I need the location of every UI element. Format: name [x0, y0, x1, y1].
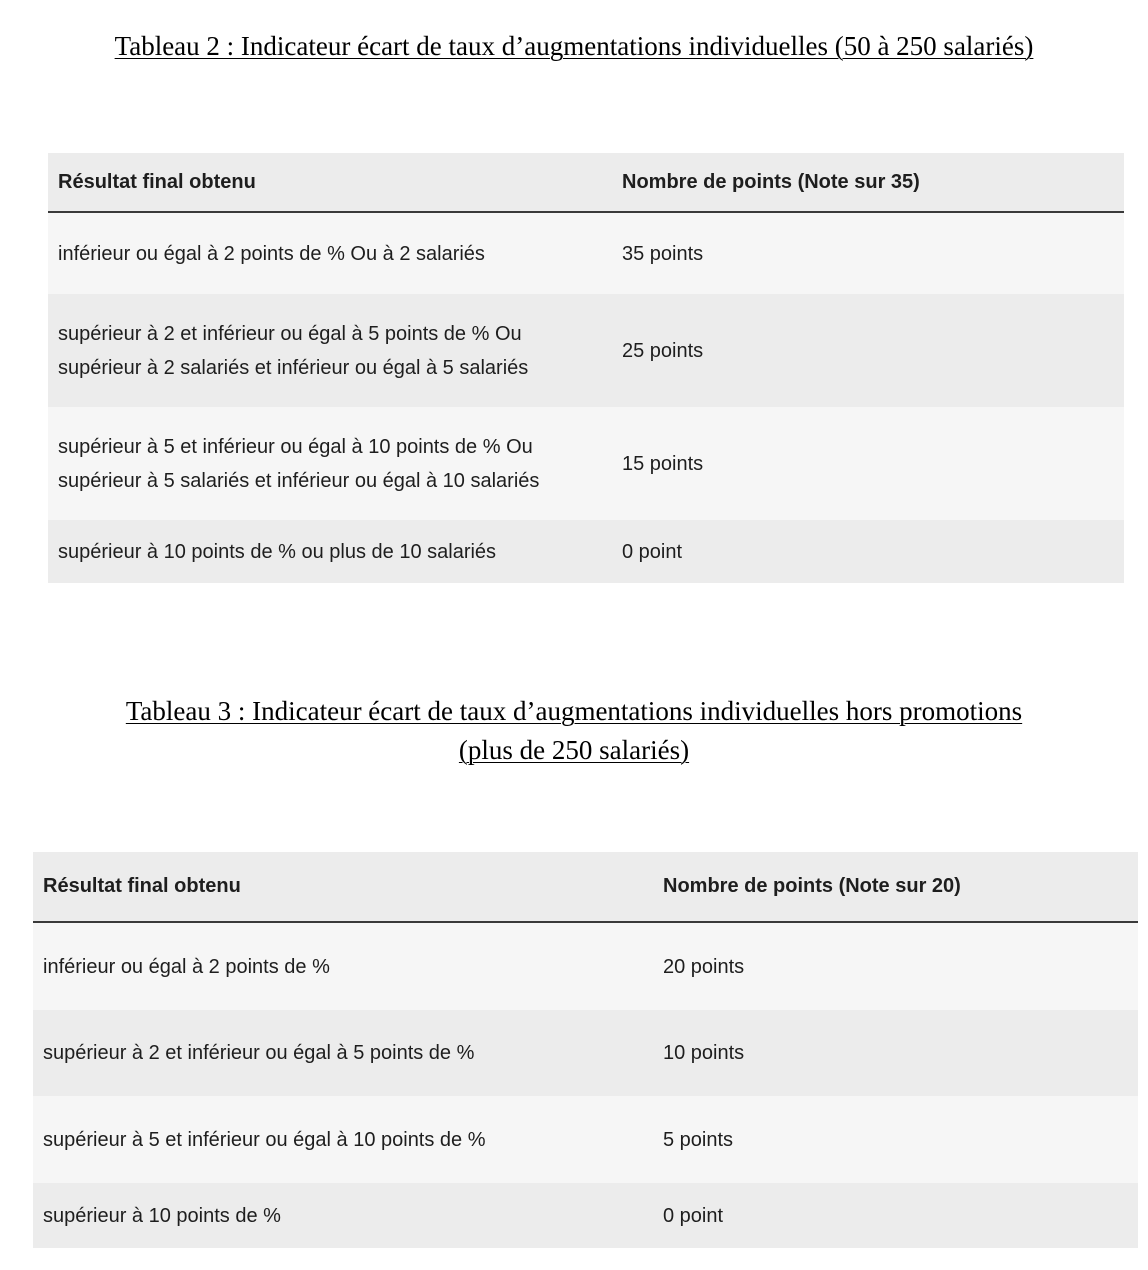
- result-cell: inférieur ou égal à 2 points de % Ou à 2…: [48, 212, 612, 294]
- table-3-caption-line-2: (plus de 250 salariés): [458, 735, 690, 765]
- points-cell: 0 point: [612, 520, 1124, 583]
- column-header-result: Résultat final obtenu: [33, 852, 653, 923]
- result-cell: supérieur à 10 points de %: [33, 1183, 653, 1248]
- result-text-line-2: supérieur à 2 salariés et inférieur ou é…: [58, 356, 529, 379]
- column-header-points: Nombre de points (Note sur 20): [653, 852, 1138, 923]
- points-cell: 20 points: [653, 922, 1138, 1010]
- table-row: supérieur à 2 et inférieur ou égal à 5 p…: [48, 294, 1124, 407]
- result-text-line-2: supérieur à 5 salariés et inférieur ou é…: [58, 469, 540, 492]
- column-header-points: Nombre de points (Note sur 35): [612, 153, 1124, 213]
- points-cell: 15 points: [612, 407, 1124, 520]
- result-text: inférieur ou égal à 2 points de % Ou à 2…: [58, 242, 485, 265]
- table-row: supérieur à 10 points de % ou plus de 10…: [48, 520, 1124, 583]
- points-cell: 0 point: [653, 1183, 1138, 1248]
- table-header-row: Résultat final obtenu Nombre de points (…: [33, 852, 1138, 923]
- table-2-caption-text: Tableau 2 : Indicateur écart de taux d’a…: [114, 31, 1034, 61]
- result-cell: supérieur à 2 et inférieur ou égal à 5 p…: [33, 1010, 653, 1096]
- result-cell: supérieur à 5 et inférieur ou égal à 10 …: [33, 1096, 653, 1183]
- table-header-row: Résultat final obtenu Nombre de points (…: [48, 153, 1124, 213]
- points-cell: 25 points: [612, 294, 1124, 407]
- table-row: supérieur à 2 et inférieur ou égal à 5 p…: [33, 1010, 1138, 1096]
- table-row: supérieur à 5 et inférieur ou égal à 10 …: [33, 1096, 1138, 1183]
- table-row: supérieur à 10 points de % 0 point: [33, 1183, 1138, 1248]
- table-3: Résultat final obtenu Nombre de points (…: [33, 852, 1138, 1248]
- result-cell: inférieur ou égal à 2 points de %: [33, 922, 653, 1010]
- points-cell: 5 points: [653, 1096, 1138, 1183]
- table-2-caption: Tableau 2 : Indicateur écart de taux d’a…: [0, 31, 1148, 62]
- points-cell: 10 points: [653, 1010, 1138, 1096]
- table-2: Résultat final obtenu Nombre de points (…: [48, 153, 1124, 583]
- result-text: supérieur à 10 points de % ou plus de 10…: [58, 540, 497, 563]
- table-3-caption-line-1: Tableau 3 : Indicateur écart de taux d’a…: [125, 696, 1023, 726]
- result-cell: supérieur à 5 et inférieur ou égal à 10 …: [48, 407, 612, 520]
- result-text-line-1: supérieur à 5 et inférieur ou égal à 10 …: [58, 435, 533, 458]
- result-text-line-1: supérieur à 2 et inférieur ou égal à 5 p…: [58, 322, 522, 345]
- table-row: inférieur ou égal à 2 points de % Ou à 2…: [48, 212, 1124, 294]
- table-row: inférieur ou égal à 2 points de % 20 poi…: [33, 922, 1138, 1010]
- result-cell: supérieur à 10 points de % ou plus de 10…: [48, 520, 612, 583]
- table-row: supérieur à 5 et inférieur ou égal à 10 …: [48, 407, 1124, 520]
- column-header-result: Résultat final obtenu: [48, 153, 612, 213]
- result-cell: supérieur à 2 et inférieur ou égal à 5 p…: [48, 294, 612, 407]
- points-cell: 35 points: [612, 212, 1124, 294]
- table-3-caption: Tableau 3 : Indicateur écart de taux d’a…: [0, 692, 1148, 770]
